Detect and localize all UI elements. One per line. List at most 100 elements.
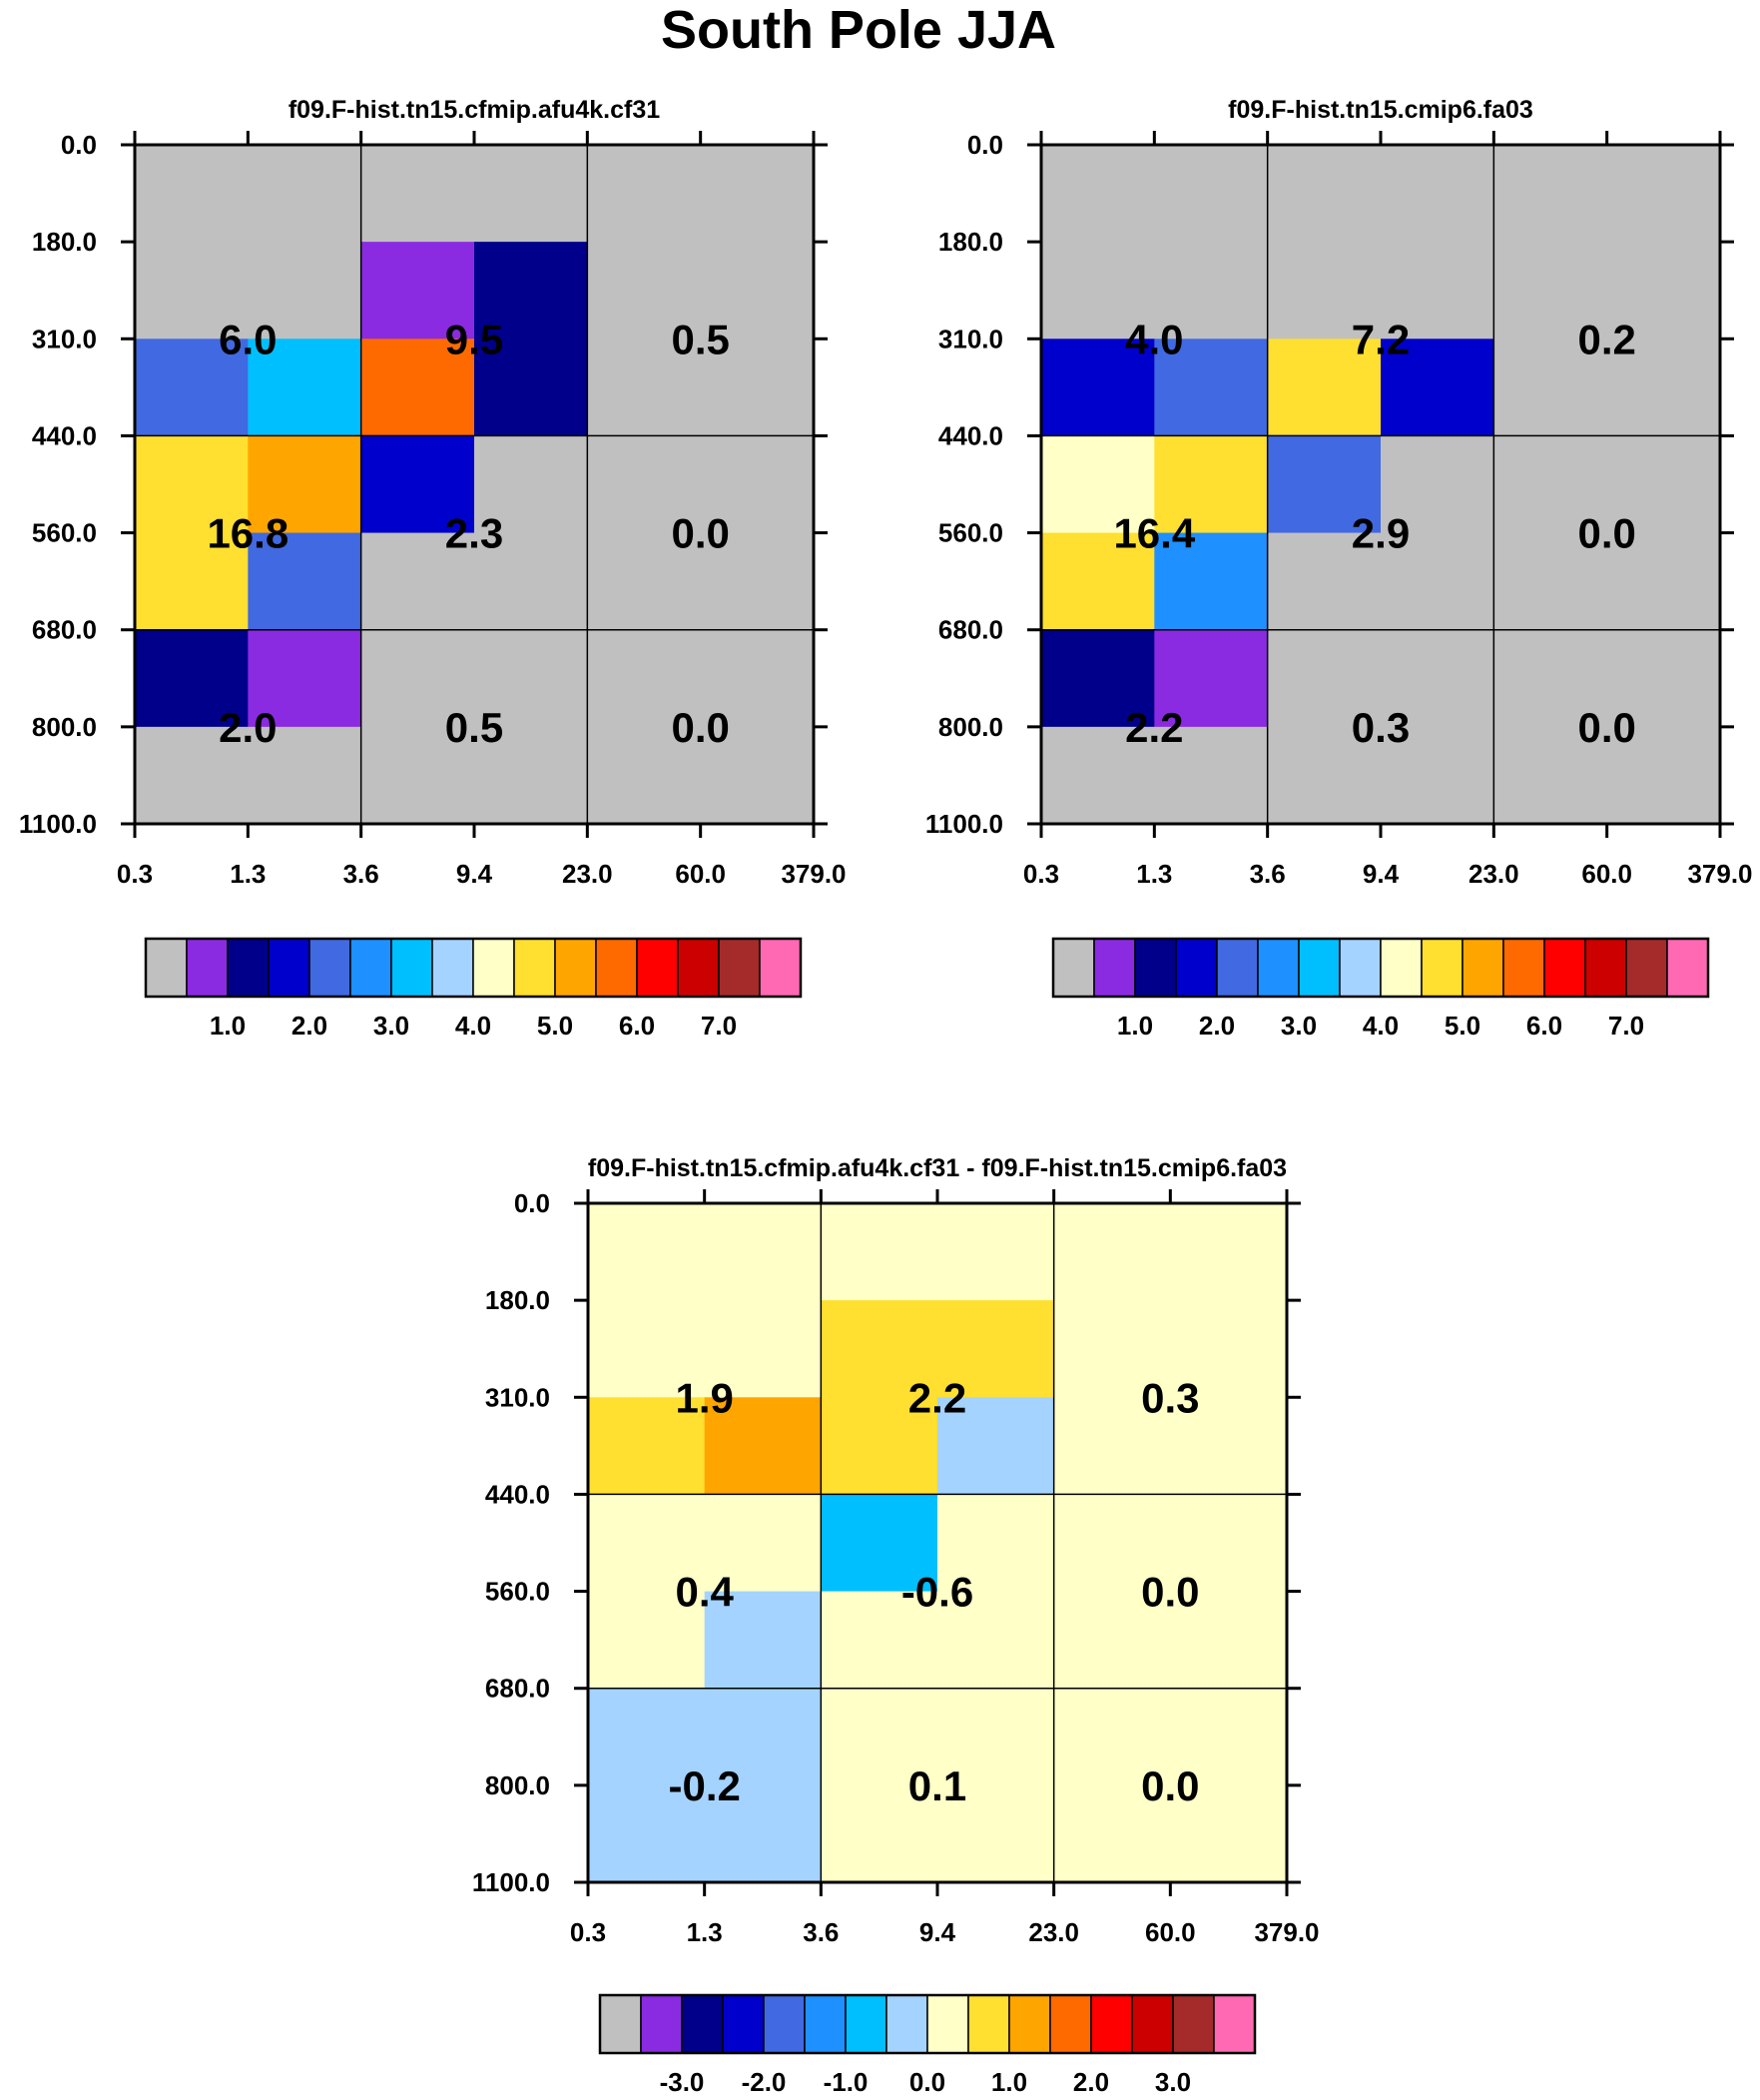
heatmap-cell [1267, 629, 1382, 728]
y-tick-label: 560.0 [32, 518, 97, 548]
cell-value-label: -0.6 [901, 1569, 973, 1616]
heatmap-cell [937, 1203, 1055, 1301]
colorbar-swatch [599, 1994, 642, 2054]
heatmap-cell [1041, 532, 1155, 631]
colorbar-swatch [1462, 938, 1504, 998]
heatmap-cell [704, 1300, 822, 1398]
y-tick-label: 680.0 [938, 615, 1003, 645]
colorbar-swatch [804, 1994, 847, 2054]
colorbar-swatch [1339, 938, 1382, 998]
heatmap-cell [1381, 532, 1494, 631]
y-tick-label: 680.0 [32, 615, 97, 645]
cell-value-label: 0.0 [1577, 510, 1635, 557]
heatmap-cell [1170, 1203, 1288, 1301]
panel-title: f09.F-hist.tn15.cfmip.afu4k.cf31 [289, 96, 660, 124]
y-tick-label: 0.0 [61, 130, 97, 160]
panel-title: f09.F-hist.tn15.cmip6.fa03 [1228, 96, 1533, 124]
colorbar-swatch [885, 1994, 928, 2054]
heatmap-cell [1606, 532, 1721, 631]
y-tick-label: 310.0 [938, 324, 1003, 353]
colorbar-label: -2.0 [742, 2067, 787, 2097]
colorbar-swatch [1213, 1994, 1256, 2054]
colorbar-swatch [1421, 938, 1464, 998]
heatmap-cell [588, 1494, 706, 1593]
heatmap-cell [587, 145, 702, 243]
colorbar-swatch [1008, 1994, 1051, 2054]
heatmap-cell [700, 726, 815, 825]
heatmap-cell [704, 1688, 822, 1786]
colorbar-swatch [722, 1994, 765, 2054]
heatmap-cell [360, 629, 475, 728]
colorbar-label: 6.0 [1526, 1011, 1562, 1041]
heatmap-cell [248, 339, 362, 436]
colorbar-swatch [1380, 938, 1423, 998]
colorbar-swatch [681, 1994, 724, 2054]
x-tick-label: 1.3 [687, 1917, 723, 1947]
x-tick-label: 379.0 [1254, 1917, 1319, 1947]
heatmap-cell [1154, 339, 1269, 436]
colorbar-swatch [636, 938, 679, 998]
colorbar-label: 0.0 [909, 2067, 945, 2097]
heatmap-cell [704, 1784, 822, 1883]
x-tick-label: 23.0 [1028, 1917, 1079, 1947]
cell-value-label: 7.2 [1352, 316, 1410, 362]
heatmap-cell [1041, 242, 1155, 340]
heatmap-cell [135, 726, 249, 825]
heatmap-cell [1154, 532, 1269, 631]
heatmap-cell [1267, 532, 1382, 631]
colorbar-swatch [308, 938, 351, 998]
heatmap-cell [821, 1203, 938, 1301]
heatmap-cell [1381, 726, 1494, 825]
heatmap-cell [360, 435, 475, 534]
heatmap-cell [1267, 145, 1382, 243]
y-tick-label: 440.0 [938, 420, 1003, 450]
heatmap-cell [587, 242, 702, 340]
heatmap-cell [1381, 629, 1494, 728]
colorbar-label: 2.0 [292, 1011, 327, 1041]
heatmap-cell [1154, 726, 1269, 825]
colorbar-swatch [472, 938, 515, 998]
colorbar-swatch [1298, 938, 1341, 998]
panel-3: 0.0 180.0 310.0 440.0 560.0 680.0 800.0 1100.0 0… [472, 1154, 1320, 2097]
heatmap-cell [1493, 726, 1608, 825]
heatmap-cell [1154, 145, 1269, 243]
colorbar-swatch [1257, 938, 1300, 998]
colorbar-label: 2.0 [1199, 1011, 1235, 1041]
colorbar: 1.0 2.0 3.0 4.0 5.0 6.0 7.0 [1051, 937, 1710, 1041]
colorbar: 1.0 2.0 3.0 4.0 5.0 6.0 7.0 [144, 937, 803, 1041]
colorbar: -3.0 -2.0 -1.0 0.0 1.0 2.0 3.0 [598, 1993, 1257, 2097]
colorbar-swatch [145, 938, 188, 998]
heatmap-cell [1493, 339, 1608, 436]
cell-value-label: 0.2 [1577, 316, 1635, 362]
heatmap-cell [937, 1688, 1055, 1786]
heatmap-cell [248, 435, 362, 534]
cell-value-label: -0.2 [668, 1762, 740, 1809]
colorbar-label: 1.0 [1117, 1011, 1153, 1041]
heatmap-cell [1053, 1397, 1171, 1495]
colorbar-swatch [1625, 938, 1668, 998]
y-tick-label: 440.0 [32, 420, 97, 450]
colorbar-label: 5.0 [537, 1011, 573, 1041]
x-tick-label: 379.0 [1687, 859, 1752, 889]
x-tick-label: 0.3 [1023, 859, 1059, 889]
panel-1: 0.0 180.0 310.0 440.0 560.0 680.0 800.0 1100.0 0… [19, 96, 847, 1041]
colorbar-swatch [227, 938, 270, 998]
heatmap-cell [135, 339, 249, 436]
y-tick-label: 680.0 [485, 1674, 550, 1704]
x-tick-label: 379.0 [781, 859, 846, 889]
heatmap-cell [360, 532, 475, 631]
heatmap-cell [821, 1300, 938, 1398]
heatmap-cell [588, 1688, 706, 1786]
colorbar-swatch [431, 938, 474, 998]
heatmap-cell [821, 1784, 938, 1883]
colorbar-swatch [1584, 938, 1627, 998]
heatmap-cell [821, 1397, 938, 1495]
cell-value-label: 0.3 [1352, 704, 1410, 751]
heatmap-cell [587, 726, 702, 825]
colorbar-swatch [967, 1994, 1010, 2054]
heatmap-cell [474, 435, 588, 534]
heatmap-cell [248, 145, 362, 243]
heatmap-cell [1493, 629, 1608, 728]
x-tick-label: 60.0 [1581, 859, 1632, 889]
